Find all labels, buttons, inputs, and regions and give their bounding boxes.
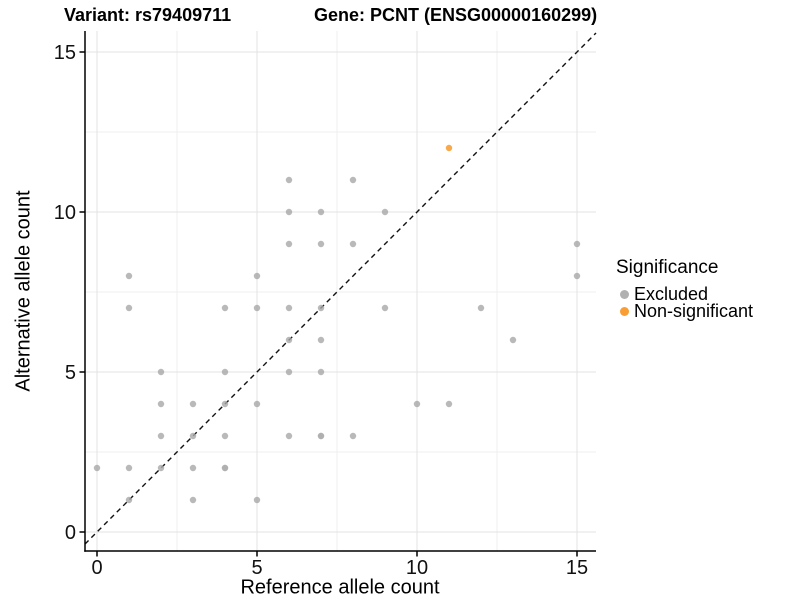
data-point-excluded	[221, 432, 229, 440]
y-tick-label: 5	[65, 362, 76, 384]
data-point-excluded	[285, 240, 293, 248]
data-point-excluded	[285, 368, 293, 376]
data-point-excluded	[157, 400, 165, 408]
legend-item-label: Non-significant	[634, 301, 754, 321]
data-point-excluded	[285, 208, 293, 216]
data-point-excluded	[189, 496, 197, 504]
plot-title-variant: Variant: rs79409711	[64, 5, 232, 25]
legend-items: Excluded Non-significant	[616, 284, 754, 321]
x-axis-title: Reference allele count	[240, 576, 440, 599]
data-point-excluded	[285, 304, 293, 312]
data-point-excluded	[317, 304, 325, 312]
data-point-excluded	[125, 464, 133, 472]
data-point-excluded	[317, 336, 325, 344]
data-point-excluded	[285, 432, 293, 440]
data-point-excluded	[125, 304, 133, 312]
data-point-excluded	[125, 496, 133, 504]
data-point-excluded	[349, 240, 357, 248]
legend-dot-icon	[620, 290, 629, 299]
data-point-excluded	[93, 464, 101, 472]
legend-item-0: Excluded	[616, 284, 753, 304]
plot-title-gene: Gene: PCNT (ENSG00000160299)	[314, 5, 598, 25]
data-point-excluded	[189, 400, 197, 408]
data-point-excluded	[317, 240, 325, 248]
legend-item-label: Excluded	[634, 284, 709, 304]
data-point-excluded	[157, 368, 165, 376]
data-point-excluded	[157, 432, 165, 440]
legend: Significance Excluded Non-significant	[616, 257, 753, 320]
y-tick-label: 10	[54, 202, 76, 224]
y-tick-label: 15	[54, 42, 76, 64]
data-point-excluded	[221, 400, 229, 408]
data-point-excluded	[349, 432, 357, 440]
y-tick-label: 0	[65, 522, 76, 544]
data-point-excluded	[381, 208, 389, 216]
data-point-excluded	[125, 272, 133, 280]
data-point-excluded	[221, 304, 229, 312]
data-point-excluded	[317, 208, 325, 216]
legend-item-1: Non-significant	[616, 301, 754, 321]
x-tick-label: 15	[566, 557, 588, 579]
x-tick-label: 0	[91, 557, 102, 579]
data-point-excluded	[509, 336, 517, 344]
data-point-excluded	[253, 272, 261, 280]
data-point-excluded	[573, 272, 581, 280]
data-point-excluded	[573, 240, 581, 248]
data-point-excluded	[413, 400, 421, 408]
data-point-excluded	[349, 176, 357, 184]
x-tick-label: 5	[251, 557, 262, 579]
legend-dot-icon	[620, 307, 629, 316]
data-point-excluded	[221, 368, 229, 376]
y-axis-title: Alternative allele count	[12, 190, 35, 392]
data-point-excluded	[317, 368, 325, 376]
data-point-excluded	[189, 464, 197, 472]
data-point-overplot	[221, 464, 229, 472]
x-tick-label: 10	[406, 557, 428, 579]
data-point-excluded	[477, 304, 485, 312]
data-point-excluded	[285, 336, 293, 344]
identity-line	[84, 32, 597, 545]
data-point-excluded	[445, 400, 453, 408]
data-point-non-significant	[445, 144, 453, 152]
data-point-excluded	[253, 304, 261, 312]
data-point-overplot	[317, 432, 325, 440]
legend-title: Significance	[616, 257, 719, 278]
data-point-excluded	[253, 400, 261, 408]
data-point-excluded	[157, 464, 165, 472]
data-point-excluded	[285, 176, 293, 184]
data-point-excluded	[253, 496, 261, 504]
data-point-excluded	[189, 432, 197, 440]
data-point-excluded	[381, 304, 389, 312]
